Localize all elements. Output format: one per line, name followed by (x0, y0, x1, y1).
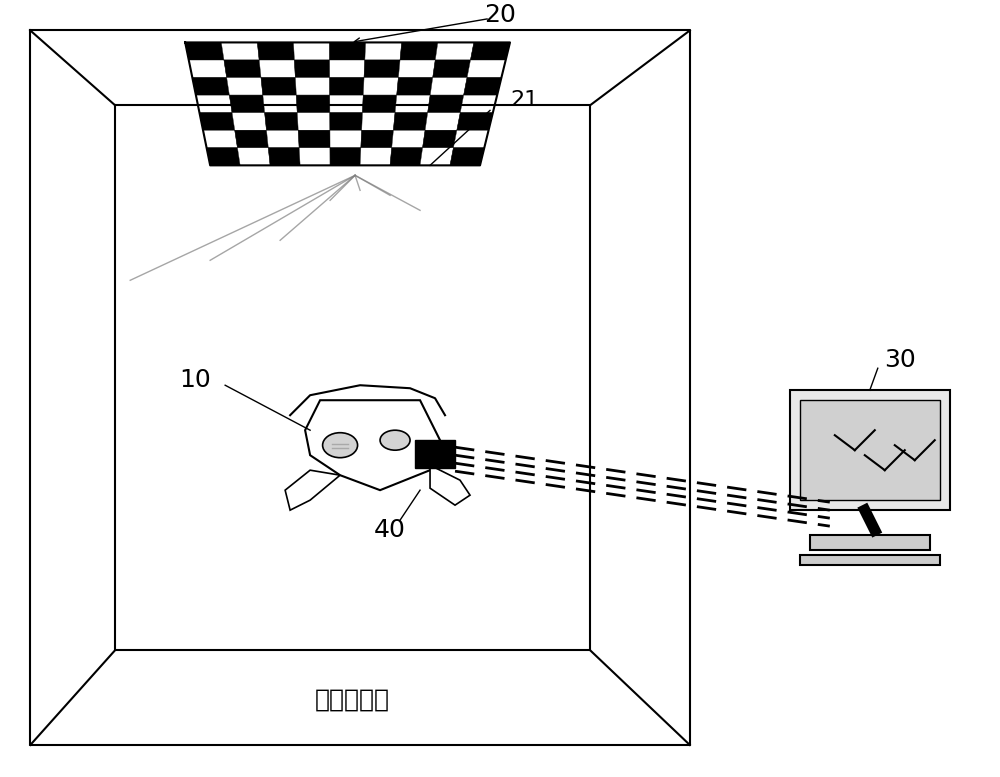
Polygon shape (268, 148, 300, 166)
Polygon shape (362, 95, 397, 113)
Polygon shape (430, 465, 470, 505)
Polygon shape (294, 60, 330, 78)
Polygon shape (221, 43, 259, 60)
Polygon shape (467, 60, 506, 78)
Polygon shape (237, 148, 270, 166)
Polygon shape (330, 113, 362, 131)
Bar (415, 441, 455, 469)
Polygon shape (330, 60, 365, 78)
Polygon shape (199, 113, 235, 131)
Polygon shape (423, 131, 457, 148)
Text: 30: 30 (884, 348, 916, 372)
Polygon shape (430, 78, 467, 95)
Polygon shape (330, 78, 364, 95)
Text: 21: 21 (510, 90, 538, 110)
Polygon shape (229, 95, 265, 113)
Polygon shape (224, 60, 261, 78)
Polygon shape (261, 78, 296, 95)
Polygon shape (192, 78, 229, 95)
Polygon shape (364, 60, 400, 78)
Ellipse shape (380, 430, 410, 450)
Polygon shape (464, 78, 501, 95)
Polygon shape (185, 43, 224, 60)
Polygon shape (425, 113, 460, 131)
Bar (790, 390, 950, 510)
Polygon shape (400, 43, 438, 60)
Polygon shape (433, 60, 470, 78)
Bar (810, 535, 930, 550)
Polygon shape (460, 95, 497, 113)
Polygon shape (203, 131, 237, 148)
Polygon shape (330, 95, 363, 113)
Polygon shape (257, 43, 294, 60)
Polygon shape (360, 148, 392, 166)
Polygon shape (365, 43, 402, 60)
Polygon shape (295, 78, 330, 95)
Polygon shape (330, 148, 361, 166)
Polygon shape (457, 113, 493, 131)
Polygon shape (285, 470, 340, 510)
Polygon shape (428, 95, 464, 113)
Polygon shape (393, 113, 428, 131)
Polygon shape (296, 95, 330, 113)
Polygon shape (398, 60, 435, 78)
Polygon shape (259, 60, 295, 78)
Polygon shape (305, 400, 440, 490)
Polygon shape (420, 148, 453, 166)
Text: 40: 40 (374, 518, 406, 542)
Polygon shape (298, 131, 330, 148)
Polygon shape (235, 131, 268, 148)
Text: 目标定位室: 目标定位室 (315, 688, 390, 712)
Ellipse shape (323, 433, 358, 458)
Polygon shape (263, 95, 297, 113)
Polygon shape (297, 113, 330, 131)
Polygon shape (189, 60, 227, 78)
Polygon shape (392, 131, 425, 148)
Polygon shape (299, 148, 330, 166)
Polygon shape (390, 148, 423, 166)
Polygon shape (453, 131, 489, 148)
Polygon shape (293, 43, 330, 60)
Polygon shape (232, 113, 266, 131)
Text: 10: 10 (179, 368, 211, 392)
Polygon shape (207, 148, 240, 166)
Polygon shape (435, 43, 474, 60)
Polygon shape (395, 95, 430, 113)
Polygon shape (362, 113, 395, 131)
Polygon shape (266, 131, 299, 148)
Polygon shape (330, 43, 366, 60)
Polygon shape (330, 131, 362, 148)
Polygon shape (470, 43, 510, 60)
Polygon shape (361, 131, 393, 148)
Bar (800, 555, 940, 565)
Polygon shape (363, 78, 398, 95)
Polygon shape (397, 78, 433, 95)
Text: 20: 20 (484, 3, 516, 27)
Polygon shape (196, 95, 232, 113)
Bar (800, 400, 940, 500)
Polygon shape (450, 148, 484, 166)
Polygon shape (265, 113, 298, 131)
Polygon shape (227, 78, 263, 95)
